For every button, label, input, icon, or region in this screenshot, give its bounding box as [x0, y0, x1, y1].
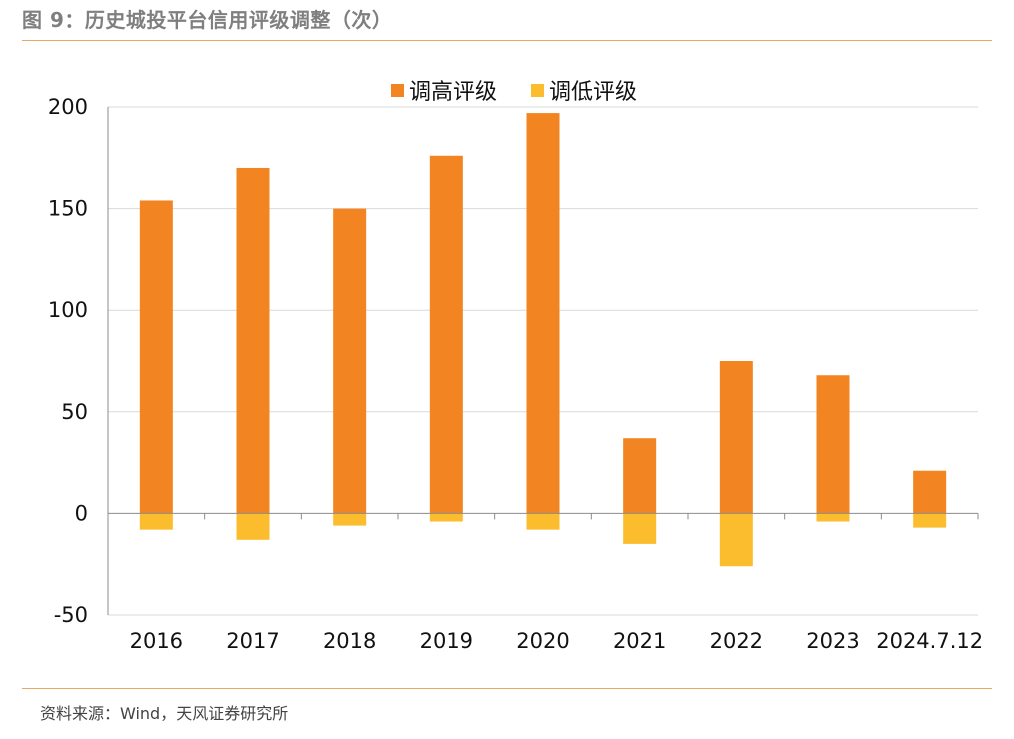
y-tick-label: 50	[61, 400, 88, 424]
bar-upgrade	[333, 208, 367, 514]
x-tick-label: 2019	[420, 629, 473, 653]
bar-downgrade	[913, 513, 947, 528]
legend-label: 调高评级	[409, 80, 497, 105]
x-tick-label: 2021	[613, 629, 666, 653]
bar-upgrade	[139, 200, 173, 514]
bar-downgrade	[526, 513, 560, 530]
bar-downgrade	[719, 513, 753, 567]
x-tick-label: 2016	[130, 629, 183, 653]
bar-downgrade	[236, 513, 270, 540]
bar-downgrade	[429, 513, 463, 522]
title-divider	[22, 40, 992, 41]
bar-upgrade	[913, 470, 947, 514]
source-note: 资料来源：Wind，天风证券研究所	[40, 704, 289, 723]
x-tick-label: 2017	[226, 629, 279, 653]
x-tick-label: 2020	[516, 629, 569, 653]
bar-upgrade	[816, 375, 850, 514]
bar-downgrade	[816, 513, 850, 522]
x-tick-label: 2023	[806, 629, 859, 653]
legend-label: 调低评级	[549, 80, 637, 105]
bar-upgrade	[623, 438, 657, 514]
y-tick-label: 0	[75, 501, 88, 525]
y-tick-label: 200	[48, 95, 88, 119]
legend-swatch	[391, 84, 404, 97]
source-divider	[22, 688, 992, 689]
bar-upgrade	[429, 155, 463, 514]
legend-swatch	[531, 84, 544, 97]
y-tick-label: 150	[48, 197, 88, 221]
x-tick-label: 2024.7.12	[876, 629, 983, 653]
bar-upgrade	[526, 113, 560, 514]
bar-chart: -50 0 50 100 150 200 2016 2017 2018 2019 2020 2021 2…	[48, 80, 983, 653]
y-tick-label: 100	[48, 298, 88, 322]
bar-downgrade	[139, 513, 173, 530]
bar-downgrade	[333, 513, 367, 526]
bar-upgrade	[236, 167, 270, 514]
y-tick-label: -50	[54, 603, 88, 627]
x-tick-label: 2022	[710, 629, 763, 653]
x-tick-label: 2018	[323, 629, 376, 653]
figure-title: 图 9：历史城投平台信用评级调整（次）	[22, 8, 393, 32]
bar-downgrade	[623, 513, 657, 544]
bar-upgrade	[719, 361, 753, 514]
